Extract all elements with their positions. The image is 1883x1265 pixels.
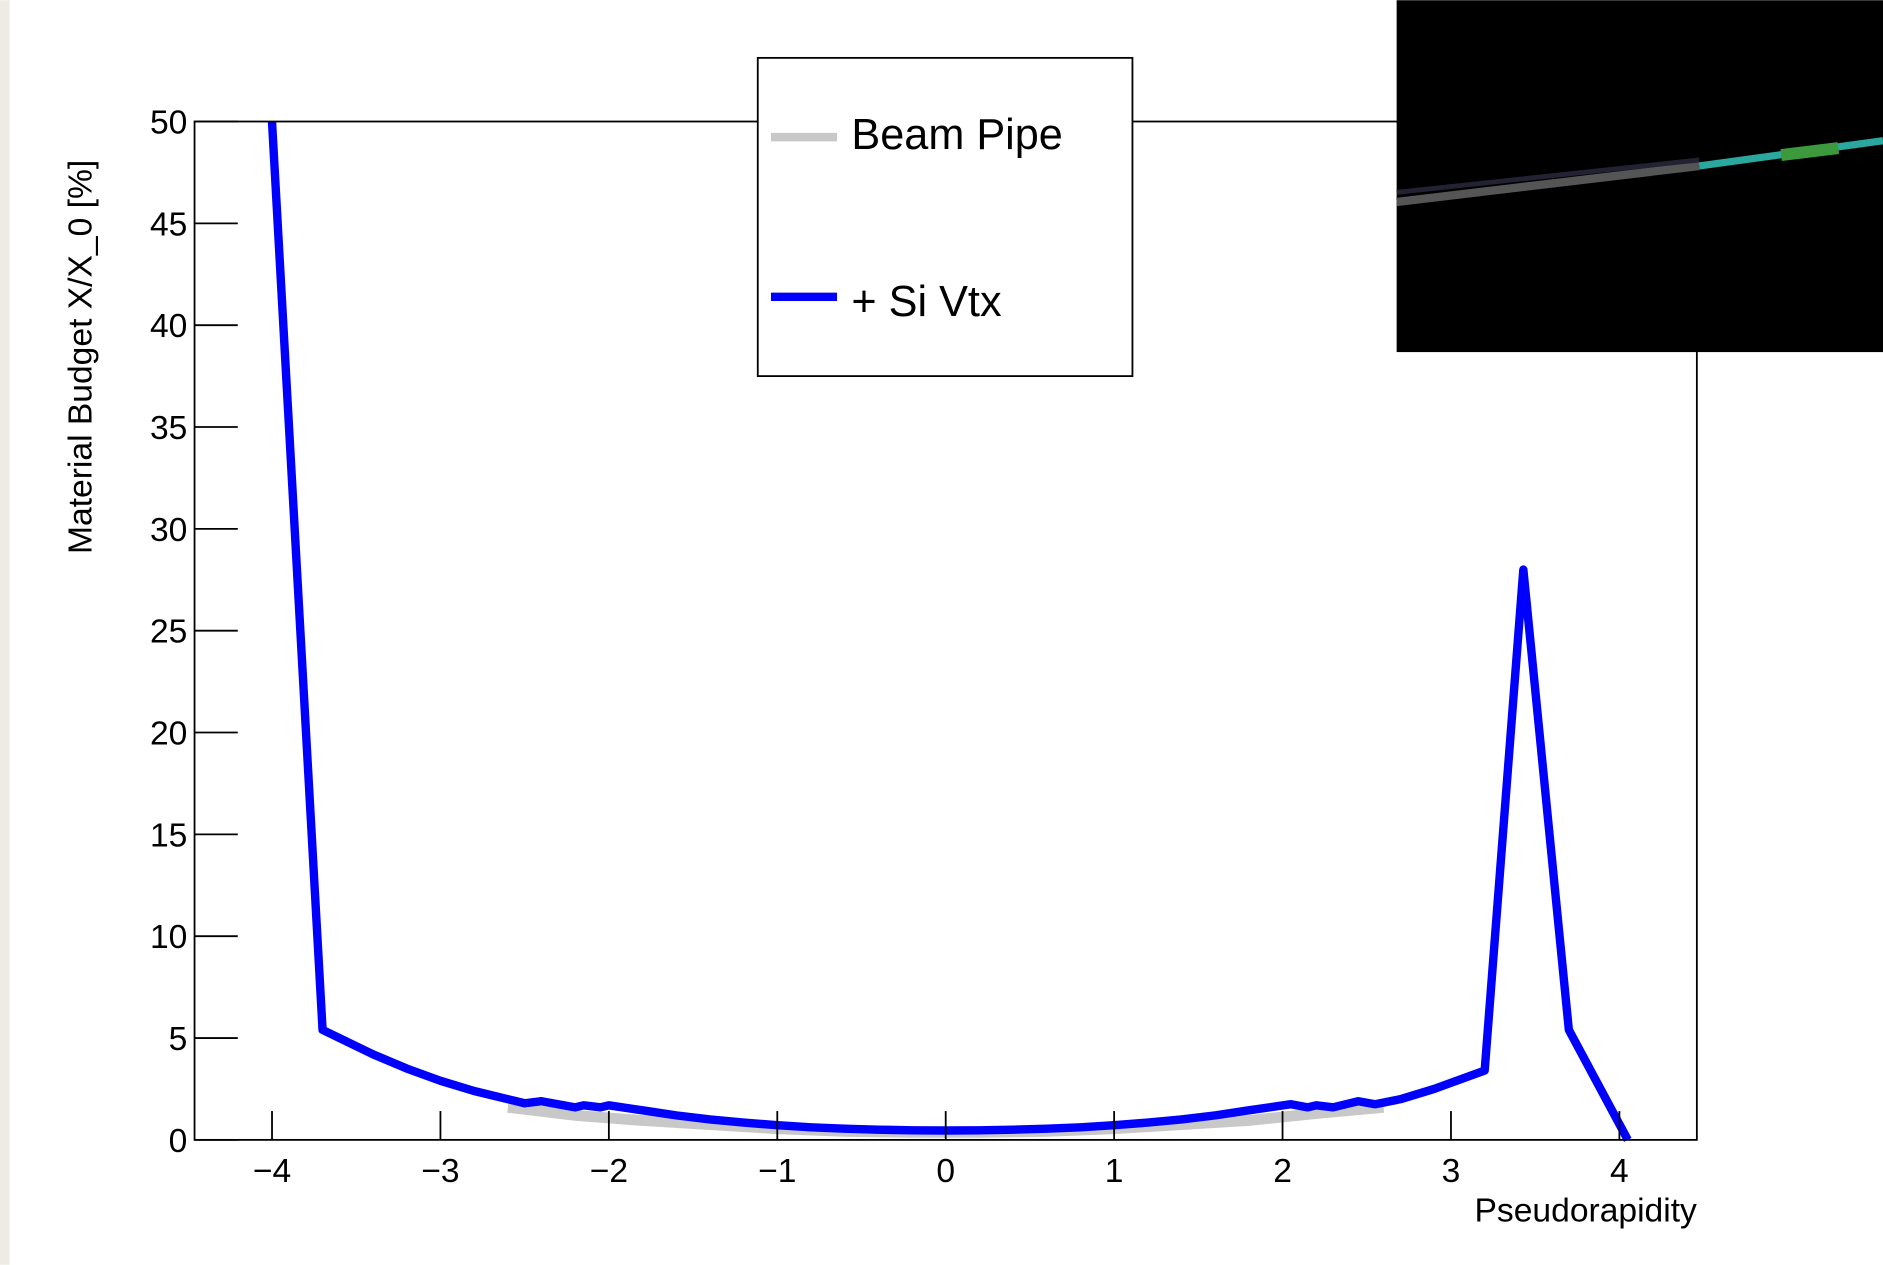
y-axis-title: Material Budget X/X_0 [%] — [62, 160, 99, 554]
x-tick-label: 4 — [1610, 1153, 1629, 1190]
x-tick-label: 2 — [1273, 1153, 1292, 1190]
x-tick-label: 3 — [1442, 1153, 1461, 1190]
y-tick-label: 50 — [150, 105, 187, 142]
x-tick-label: 1 — [1105, 1153, 1124, 1190]
x-axis-title: Pseudorapidity — [1475, 1193, 1698, 1230]
y-tick-label: 30 — [150, 512, 187, 549]
legend-box — [756, 56, 1134, 378]
x-tick-label: −4 — [253, 1153, 291, 1190]
side-strip — [0, 0, 10, 1265]
y-tick-label: 40 — [150, 308, 187, 345]
y-tick-label: 25 — [150, 614, 187, 651]
legend-label: Beam Pipe — [851, 111, 1062, 159]
inset-pipe — [1396, 161, 1700, 207]
y-tick-label: 35 — [150, 410, 187, 447]
y-tick-label: 15 — [150, 817, 187, 854]
y-tick-label: 10 — [150, 919, 187, 956]
inset-pipe-edge — [1396, 157, 1700, 195]
y-tick-label: 5 — [169, 1021, 188, 1058]
y-tick-label: 20 — [150, 716, 187, 753]
legend-label: + Si Vtx — [851, 278, 1002, 326]
x-tick-label: −1 — [758, 1153, 796, 1190]
detector-inset — [1396, 0, 1883, 353]
x-tick-label: −2 — [590, 1153, 628, 1190]
y-tick-label: 45 — [150, 206, 187, 243]
y-tick-label: 0 — [169, 1123, 188, 1160]
legend: Beam Pipe + Si Vtx — [756, 56, 1134, 378]
x-tick-label: 0 — [936, 1153, 955, 1190]
x-tick-label: −3 — [421, 1153, 459, 1190]
inset-layers — [1780, 142, 1840, 162]
